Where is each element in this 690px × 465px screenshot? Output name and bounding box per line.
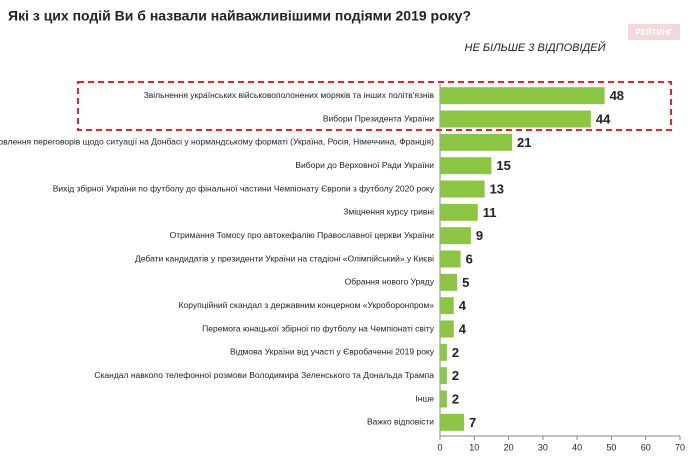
bar [440,227,471,245]
value-label: 2 [452,345,459,360]
bar [440,273,458,291]
bar [440,157,492,175]
value-label: 44 [596,111,611,126]
value-label: 2 [452,391,459,406]
value-label: 6 [466,251,473,266]
y-tick-label: Звільнення українських військовополонени… [144,90,435,100]
x-tick-label: 50 [606,442,616,452]
x-tick-label: 30 [538,442,548,452]
value-label: 48 [610,88,624,103]
x-tick-label: 10 [469,442,479,452]
y-tick-label: Обрання нового Уряду [345,277,435,287]
y-tick-label: Дебати кандидатів у президенти України н… [135,253,434,263]
logo: РЕЙТИНГ [635,28,673,37]
y-tick-label: Отримання Томосу про автокефалію Правосл… [170,230,435,240]
bar [440,180,485,198]
x-tick-label: 70 [675,442,685,452]
bar [440,250,461,268]
value-label: 4 [459,321,467,336]
bar [440,110,591,128]
bar [440,203,478,221]
bar [440,297,454,315]
y-tick-label: Перемога юнацької збірної по футболу на … [202,323,435,333]
bar [440,133,512,151]
bar [440,390,447,408]
y-tick-label: Відмова України від участі у Євробаченні… [230,347,435,357]
y-tick-label: Вибори до Верховної Ради України [295,160,434,170]
x-tick-label: 60 [641,442,651,452]
bar [440,413,464,431]
y-tick-label: Інше [415,393,434,403]
y-tick-label: Важко відповісти [367,417,434,427]
y-tick-label: Відновлення переговорів щодо ситуації на… [0,137,434,147]
value-label: 13 [490,181,504,196]
value-label: 5 [462,275,469,290]
x-tick-label: 0 [437,442,442,452]
value-label: 11 [483,205,497,220]
y-tick-label: Вихід збірної України по футболу до фіна… [53,183,435,193]
y-tick-label: Вибори Президента України [323,113,434,123]
value-label: 4 [459,298,467,313]
x-tick-label: 20 [504,442,514,452]
value-label: 15 [496,158,510,173]
chart-subtitle: НЕ БІЛЬШЕ 3 ВІДПОВІДЕЙ [465,41,606,54]
bar [440,343,447,361]
chart-title: Які з цих подій Ви б назвали найважливіш… [8,8,471,24]
value-label: 2 [452,368,459,383]
value-label: 7 [469,415,476,430]
bar [440,367,447,385]
y-tick-label: Скандал навколо телефонної розмови Волод… [94,370,434,380]
y-tick-label: Корупційний скандал з державним концерно… [179,300,435,310]
bar [440,87,605,105]
value-label: 21 [517,135,531,150]
logo-box [628,24,680,40]
value-label: 9 [476,228,483,243]
y-tick-label: Зміцнення курсу гривні [343,207,434,217]
bar [440,320,454,338]
x-tick-label: 40 [572,442,582,452]
